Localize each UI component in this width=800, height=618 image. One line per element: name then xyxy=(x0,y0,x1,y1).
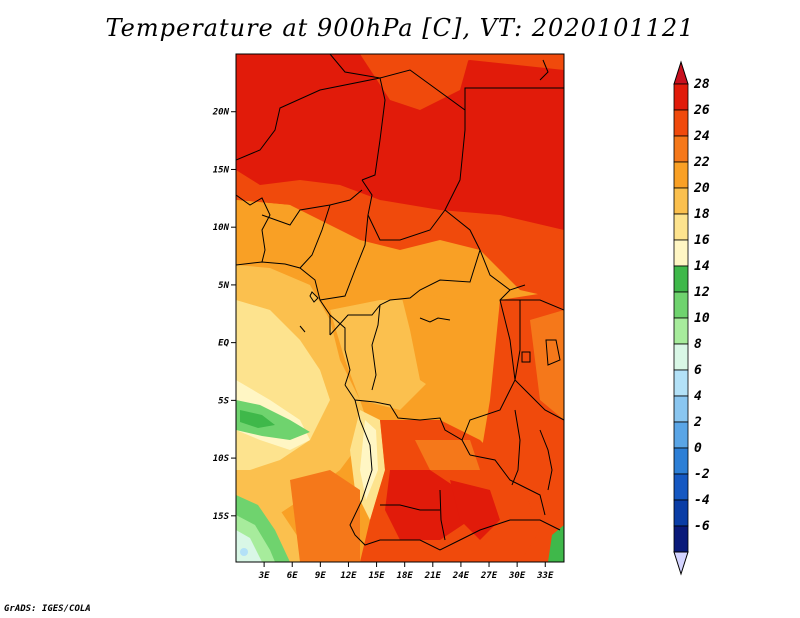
lon-label: 33E xyxy=(536,571,554,581)
colorbar-label: 10 xyxy=(694,311,710,326)
lat-label: 15N xyxy=(213,165,230,175)
grads-credit: GrADS: IGES/COLA xyxy=(4,604,91,614)
colorbar-swatch xyxy=(673,135,689,163)
colorbar-swatch xyxy=(673,499,689,527)
lon-label: 18E xyxy=(397,571,414,581)
country-borders xyxy=(236,54,564,551)
colorbar-label: 8 xyxy=(694,337,702,352)
colorbar-label: 20 xyxy=(693,181,710,196)
colorbar-label: -6 xyxy=(694,519,710,534)
colorbar-swatch xyxy=(673,187,689,215)
colorbar-label: 2 xyxy=(693,415,702,430)
colorbar-label: 22 xyxy=(693,155,710,170)
lon-label: 6E xyxy=(287,571,298,581)
colorbar-swatch xyxy=(673,109,689,137)
colorbar-label: 0 xyxy=(694,441,702,456)
colorbar-label: 4 xyxy=(694,389,702,404)
colorbar-label: 26 xyxy=(693,103,710,118)
colorbar-label: 16 xyxy=(694,233,710,248)
latitude-axis: 20N 15N 10N 5N EQ 5S 10S 15S xyxy=(212,108,236,522)
lon-label: 15E xyxy=(368,571,385,581)
map-frame xyxy=(235,53,565,563)
lon-label: 24E xyxy=(452,571,470,581)
lon-label: 27E xyxy=(480,571,498,581)
colorbar-swatch xyxy=(673,213,689,241)
lat-label: 5N xyxy=(218,281,229,291)
colorbar-swatch xyxy=(673,473,689,501)
colorbar-swatch xyxy=(673,317,689,345)
colorbar-swatch xyxy=(673,421,689,449)
colorbar-label: 14 xyxy=(694,259,710,274)
colorbar-label: -2 xyxy=(694,467,710,482)
map-title: Temperature at 900hPa [C], VT: 202010112… xyxy=(105,14,695,42)
colorbar-label: 28 xyxy=(693,77,710,92)
lon-label: 30E xyxy=(508,571,526,581)
colorbar-label: 6 xyxy=(694,363,702,378)
lat-label: 20N xyxy=(212,108,230,118)
colorbar-label: -4 xyxy=(694,493,710,508)
lon-label: 12E xyxy=(340,571,357,581)
colorbar-swatch xyxy=(673,395,689,423)
colorbar-top-arrow xyxy=(673,60,689,85)
colorbar-bottom-arrow xyxy=(673,551,689,576)
colorbar-swatch xyxy=(673,83,689,111)
longitude-axis: 3E 6E 9E 12E 15E 18E 21E 24E 27E 30E 33E xyxy=(258,562,554,581)
colorbar-swatch xyxy=(673,525,689,553)
lon-label: 9E xyxy=(315,571,326,581)
colorbar-swatch xyxy=(673,239,689,267)
colorbar-label: 24 xyxy=(693,129,710,144)
colorbar-swatch xyxy=(673,161,689,189)
colorbar-swatch xyxy=(673,291,689,319)
lat-label: 10S xyxy=(213,454,230,464)
temperature-field xyxy=(236,54,564,562)
lat-label: EQ xyxy=(218,339,229,349)
colorbar-label: 18 xyxy=(694,207,710,222)
lat-label: 15S xyxy=(213,512,230,522)
lat-label: 5S xyxy=(218,396,229,406)
colorbar-swatch xyxy=(673,265,689,293)
lon-label: 3E xyxy=(258,571,270,581)
colorbar-swatch xyxy=(673,343,689,371)
lat-label: 10N xyxy=(213,223,230,233)
lon-label: 21E xyxy=(424,571,442,581)
colorbar-label: 12 xyxy=(694,285,710,300)
colorbar-swatch xyxy=(673,369,689,397)
colorbar-swatch xyxy=(673,447,689,475)
